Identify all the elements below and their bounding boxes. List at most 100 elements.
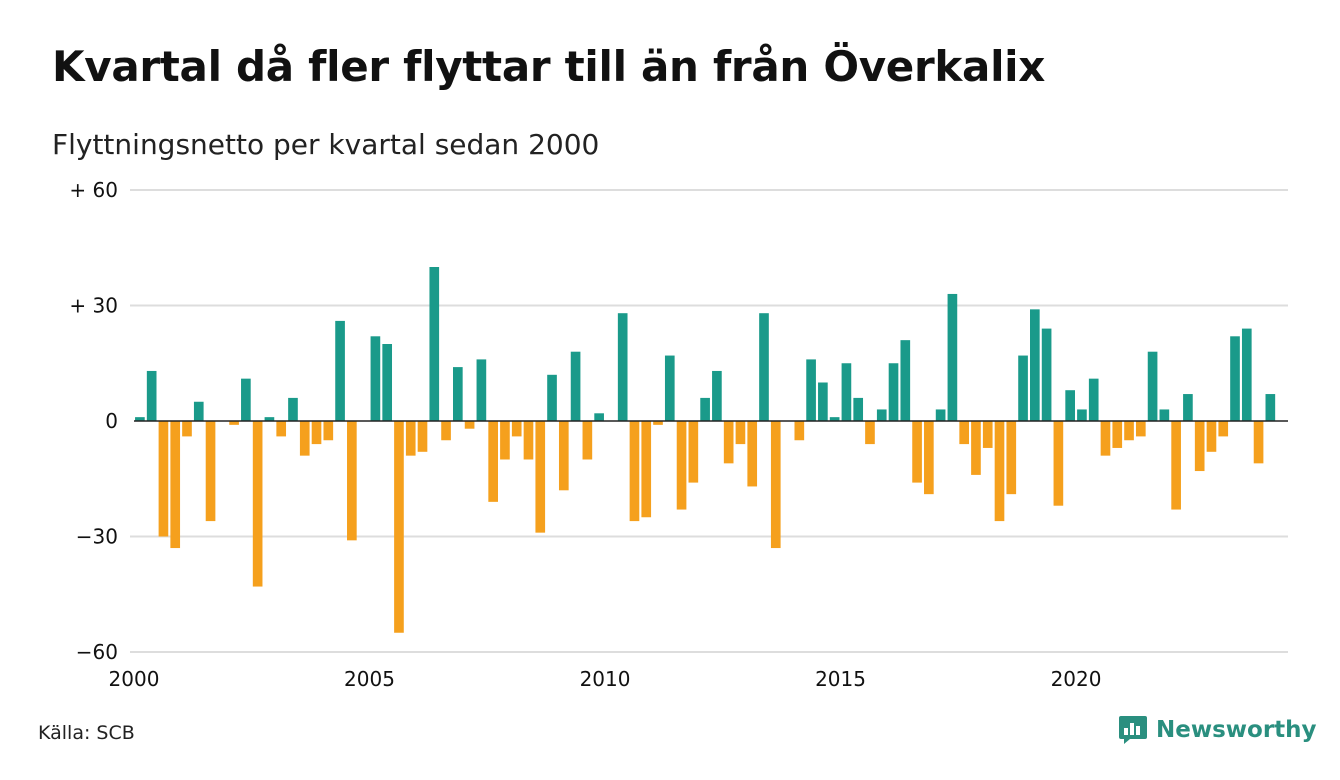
bar	[712, 370, 722, 421]
bar	[429, 267, 440, 421]
bar	[688, 421, 699, 483]
bar	[1041, 328, 1052, 421]
bar	[594, 413, 604, 421]
bar	[982, 421, 993, 448]
bar	[1088, 378, 1099, 421]
bar	[959, 421, 970, 445]
bar	[417, 421, 428, 452]
bar	[241, 378, 251, 421]
bar	[1147, 351, 1158, 421]
bar	[193, 401, 204, 421]
bar	[935, 409, 946, 421]
bar	[653, 421, 663, 425]
bar	[1077, 409, 1087, 421]
bar	[511, 421, 522, 437]
bar	[347, 421, 357, 541]
bar	[205, 421, 216, 522]
bar	[641, 421, 652, 518]
bar	[1253, 421, 1264, 464]
bar	[405, 421, 416, 456]
bar	[582, 421, 593, 460]
bar	[229, 421, 239, 425]
bar	[912, 421, 922, 483]
bar	[1135, 421, 1146, 437]
bar	[853, 397, 864, 421]
bar	[770, 421, 781, 549]
bar	[994, 421, 1005, 522]
bar	[146, 370, 157, 421]
bar	[841, 363, 852, 421]
axes: + 60 + 30 0 −30 −60 2000 2005 2010 2015 2020	[69, 178, 1288, 691]
x-tick-label: 2020	[1051, 667, 1102, 691]
bar	[570, 351, 581, 421]
bar	[1194, 421, 1205, 472]
bar-chart-speech-bubble-icon	[1119, 716, 1147, 744]
x-tick-label: 2010	[580, 667, 631, 691]
bar	[1018, 355, 1028, 421]
bar	[558, 421, 569, 491]
bar	[500, 421, 510, 460]
x-tick-label: 2005	[344, 667, 395, 691]
bar	[299, 421, 310, 456]
y-tick-label: −30	[76, 525, 118, 549]
bar	[1230, 336, 1240, 421]
x-tick-label: 2000	[109, 667, 160, 691]
bar	[170, 421, 181, 549]
bar	[335, 320, 345, 421]
bar	[488, 421, 498, 502]
bar	[865, 421, 875, 445]
bar	[629, 421, 640, 522]
brand-name: Newsworthy	[1156, 717, 1317, 743]
brand-logo[interactable]: Newsworthy	[1118, 714, 1317, 746]
bar	[947, 293, 958, 421]
bar	[1183, 394, 1193, 421]
y-tick-label: + 60	[69, 178, 118, 202]
bar	[394, 421, 404, 633]
bar	[735, 421, 746, 445]
bar	[464, 421, 475, 429]
bar	[794, 421, 805, 441]
bar	[523, 421, 534, 460]
chart-title: Kvartal då fler flyttar till än från Öve…	[52, 42, 1046, 91]
bar	[1159, 409, 1170, 421]
bar	[888, 363, 899, 421]
bar	[806, 359, 816, 421]
bar	[547, 374, 557, 421]
bar	[676, 421, 687, 510]
y-tick-label: 0	[105, 409, 118, 433]
bar	[1171, 421, 1181, 510]
bar	[476, 359, 487, 421]
grid-lines	[130, 189, 1288, 653]
bar	[323, 421, 334, 441]
bar	[382, 344, 393, 421]
bar	[252, 421, 263, 587]
bar	[1241, 328, 1252, 421]
bars	[135, 267, 1276, 633]
bar	[617, 313, 628, 421]
bar	[311, 421, 322, 445]
bar	[1100, 421, 1111, 456]
bar	[135, 417, 145, 421]
bar	[1065, 390, 1075, 421]
bar	[723, 421, 734, 464]
bar	[1218, 421, 1229, 437]
bar	[441, 421, 451, 441]
bar	[535, 421, 546, 533]
bar	[1206, 421, 1217, 452]
bar	[876, 409, 887, 421]
bar	[1265, 394, 1276, 421]
y-tick-label: −60	[76, 640, 118, 664]
bar	[453, 367, 463, 421]
bar	[1030, 309, 1040, 421]
bar	[276, 421, 287, 437]
bar	[747, 421, 758, 487]
bar	[759, 313, 769, 421]
bar	[818, 382, 828, 421]
bar	[1124, 421, 1134, 441]
bar	[182, 421, 192, 437]
bar	[829, 417, 840, 421]
bar	[664, 355, 675, 421]
bar	[924, 421, 934, 495]
bar	[288, 397, 298, 421]
